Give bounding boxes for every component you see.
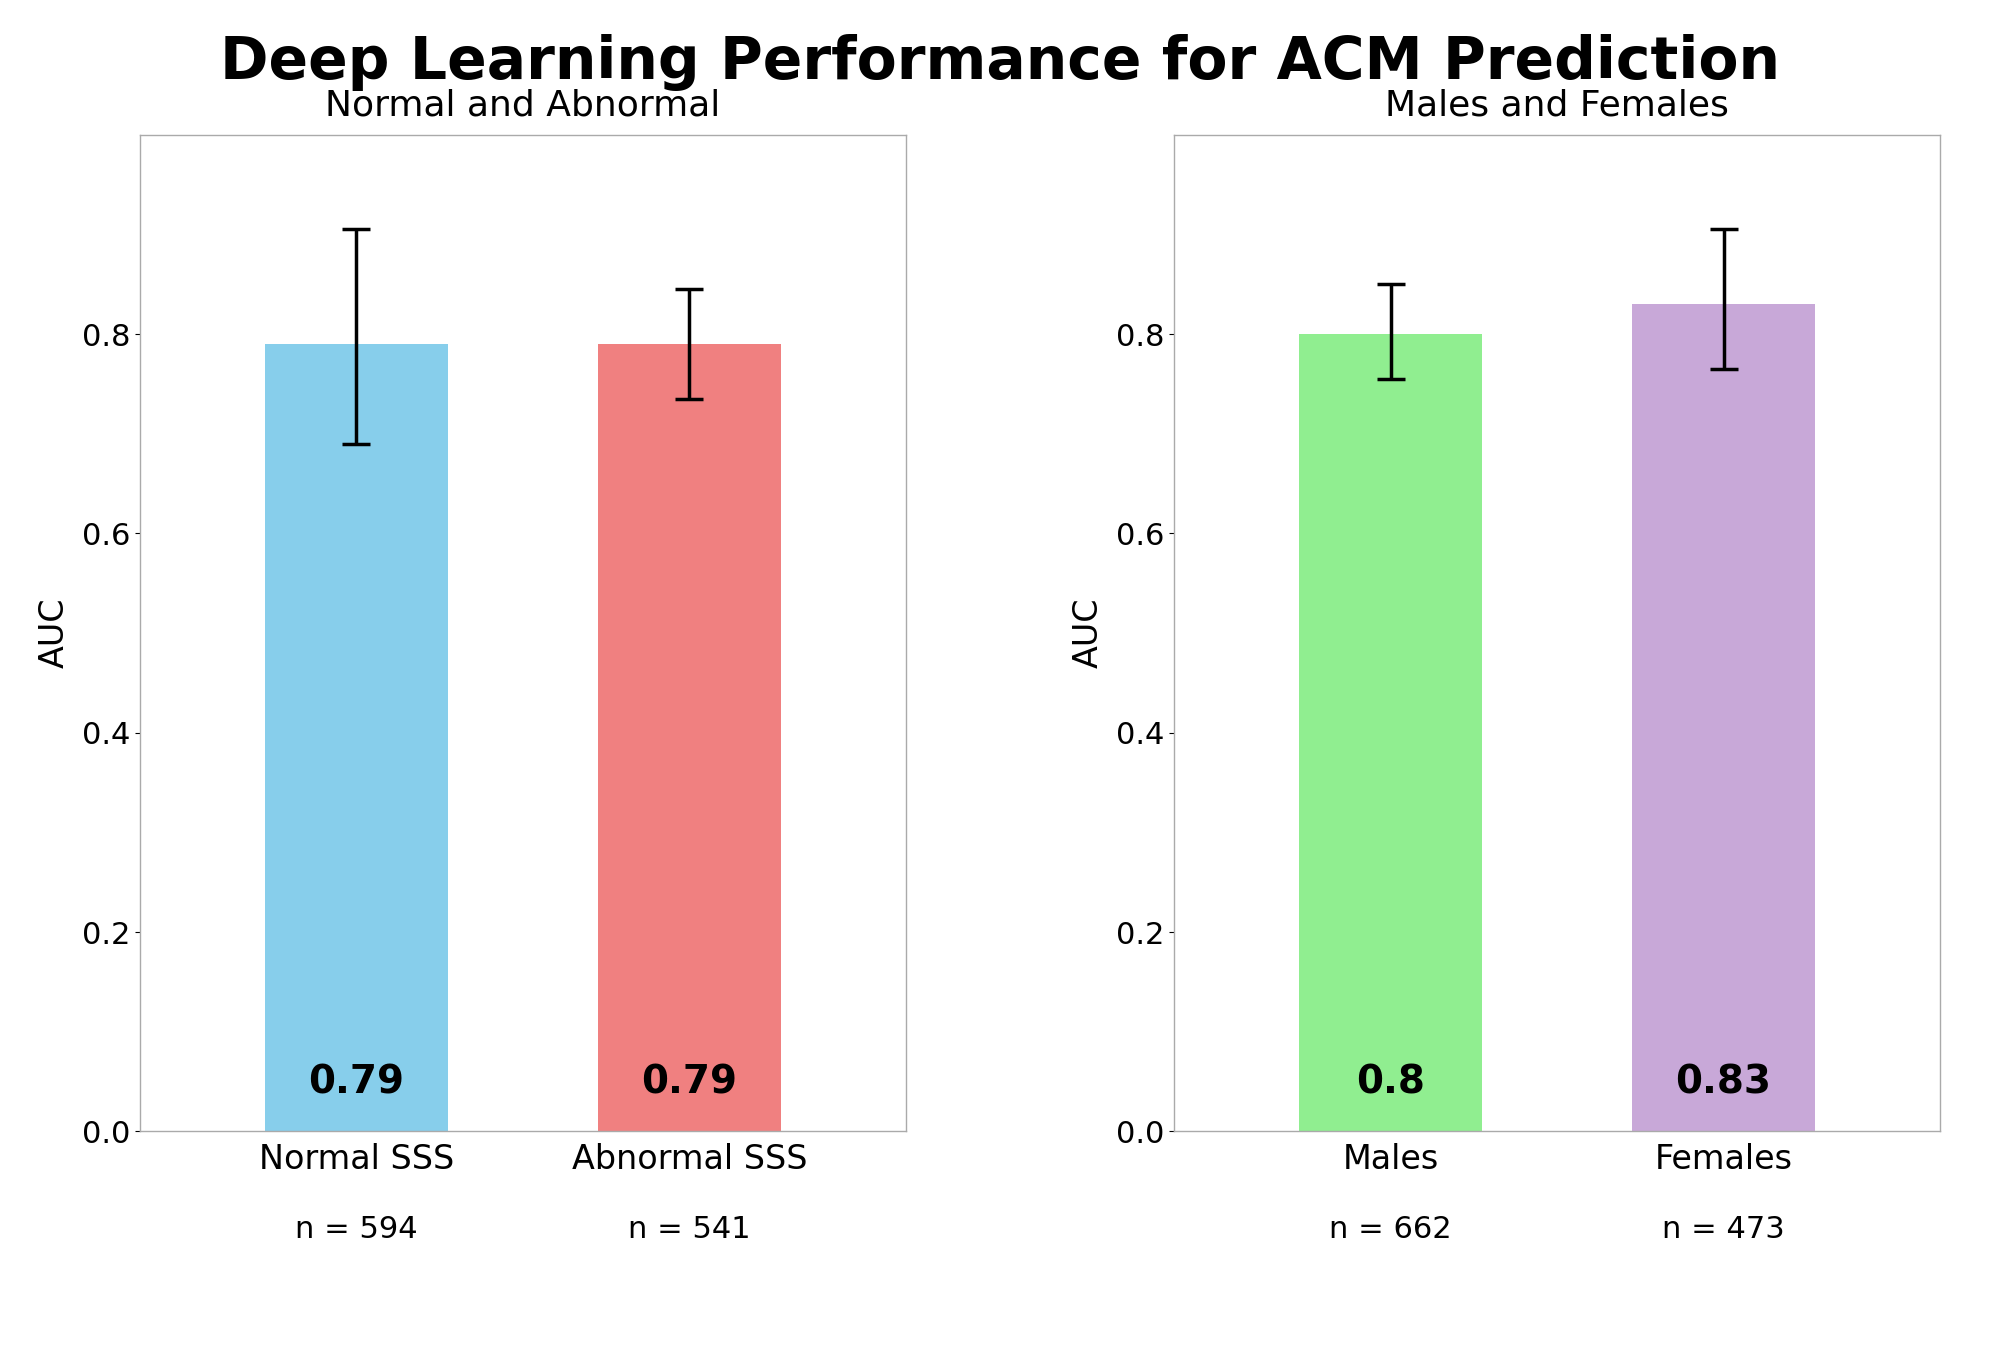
Text: n = 594: n = 594 (296, 1215, 418, 1243)
Text: 0.79: 0.79 (642, 1064, 738, 1102)
Bar (264, 343, 448, 1131)
Text: 0.83: 0.83 (1676, 1064, 1772, 1102)
Y-axis label: AUC: AUC (38, 598, 70, 668)
Bar (598, 343, 782, 1131)
Text: Deep Learning Performance for ACM Prediction: Deep Learning Performance for ACM Predic… (220, 34, 1780, 90)
Text: n = 473: n = 473 (1662, 1215, 1784, 1243)
Text: n = 541: n = 541 (628, 1215, 750, 1243)
Text: 0.8: 0.8 (1356, 1064, 1424, 1102)
Title: Normal and Abnormal: Normal and Abnormal (326, 89, 720, 123)
Bar (1632, 304, 1816, 1131)
Bar (1298, 334, 1482, 1131)
Y-axis label: AUC: AUC (1072, 598, 1104, 668)
Text: 0.79: 0.79 (308, 1064, 404, 1102)
Title: Males and Females: Males and Females (1386, 89, 1728, 123)
Text: n = 662: n = 662 (1330, 1215, 1452, 1243)
